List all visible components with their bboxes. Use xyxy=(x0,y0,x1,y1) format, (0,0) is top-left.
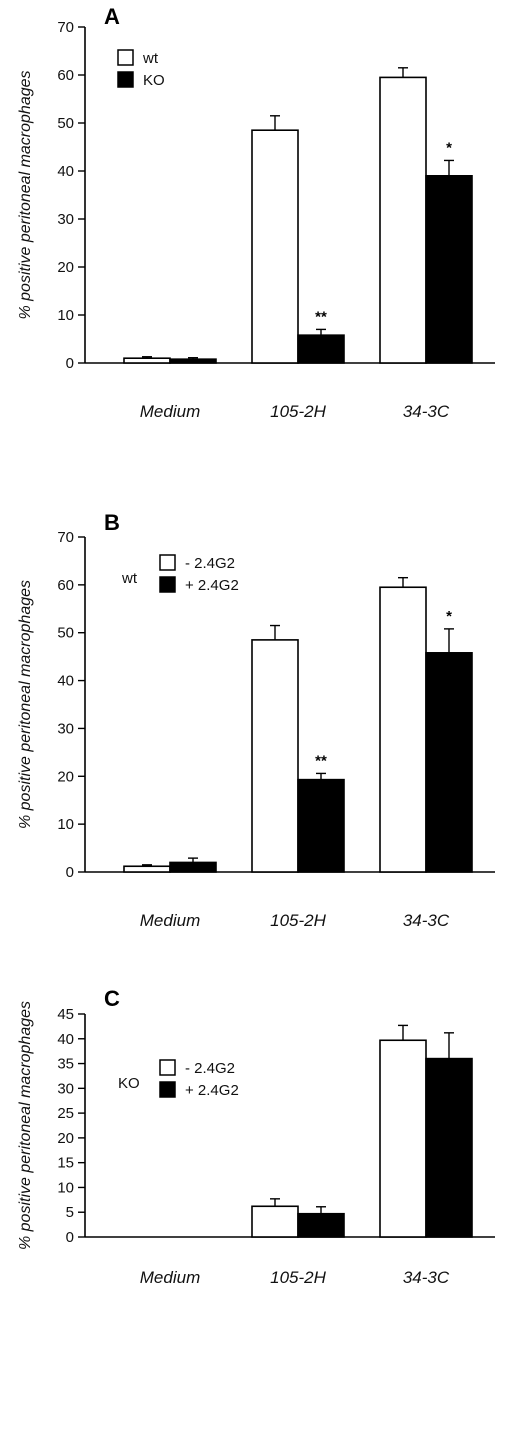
bar-medium-open xyxy=(123,357,171,364)
y-tick-label: 0 xyxy=(66,864,74,881)
x-category-label: 34-3C xyxy=(403,402,450,421)
y-tick-label: 10 xyxy=(57,1179,74,1196)
bar-34-3c-open xyxy=(379,586,427,873)
panel-label: A xyxy=(104,4,120,29)
legend-label: KO xyxy=(143,72,165,89)
x-category-label: 105-2H xyxy=(270,1268,326,1287)
y-tick-label: 20 xyxy=(57,259,74,276)
x-category-label: 34-3C xyxy=(403,911,450,930)
x-category-label: 105-2H xyxy=(270,402,326,421)
y-tick-label: 10 xyxy=(57,816,74,833)
significance-marker: * xyxy=(446,139,452,156)
bar-105-2h-filled xyxy=(297,334,345,364)
x-category-label: 105-2H xyxy=(270,911,326,930)
bar-medium-filled xyxy=(169,861,217,873)
panel-label: C xyxy=(104,986,120,1011)
y-tick-label: 30 xyxy=(57,720,74,737)
bar-medium-filled xyxy=(169,358,217,364)
bar-34-3c-open xyxy=(379,76,427,364)
y-tick-label: 40 xyxy=(57,163,74,180)
bar-105-2h-open xyxy=(251,129,299,364)
legend-label: - 2.4G2 xyxy=(185,555,235,572)
y-tick-label: 50 xyxy=(57,115,74,132)
y-tick-label: 60 xyxy=(57,577,74,594)
y-tick-label: 70 xyxy=(57,529,74,546)
bar-105-2h-filled xyxy=(297,1212,345,1238)
legend-swatch xyxy=(159,554,176,571)
chart-panel-c: C 0 5 10 15 20 25 30 35 40 45 % positive peritoneal… xyxy=(17,986,495,1287)
y-tick-label: 50 xyxy=(57,625,74,642)
legend-group-label: wt xyxy=(121,570,138,587)
bar-medium-open xyxy=(123,865,171,873)
panel-label: B xyxy=(104,510,120,535)
y-tick-label: 25 xyxy=(57,1105,74,1122)
y-tick-label: 0 xyxy=(66,355,74,372)
y-axis-label: % positive peritoneal macrophages xyxy=(17,580,34,829)
y-tick-label: 20 xyxy=(57,1130,74,1147)
legend-swatch xyxy=(159,576,176,593)
legend-swatch xyxy=(117,71,134,88)
y-tick-label: 0 xyxy=(66,1229,74,1246)
bar-34-3c-open xyxy=(379,1039,427,1238)
y-axis-label: % positive peritoneal macrophages xyxy=(17,70,34,319)
y-tick-label: 20 xyxy=(57,768,74,785)
bar-34-3c-filled xyxy=(425,652,473,873)
y-tick-label: 70 xyxy=(57,19,74,36)
bar-105-2h-filled xyxy=(297,778,345,873)
significance-marker: * xyxy=(446,608,452,625)
significance-marker: ** xyxy=(315,308,327,325)
legend-label: + 2.4G2 xyxy=(185,1082,239,1099)
legend-swatch xyxy=(117,49,134,66)
y-tick-label: 5 xyxy=(66,1204,74,1221)
bar-34-3c-filled xyxy=(425,1057,473,1238)
y-tick-label: 30 xyxy=(57,1080,74,1097)
x-category-label: Medium xyxy=(140,402,200,421)
y-tick-label: 15 xyxy=(57,1155,74,1172)
legend-group-label: KO xyxy=(118,1075,140,1092)
y-tick-label: 10 xyxy=(57,307,74,324)
x-category-label: 34-3C xyxy=(403,1268,450,1287)
significance-marker: ** xyxy=(315,752,327,769)
x-category-label: Medium xyxy=(140,911,200,930)
bar-105-2h-open xyxy=(251,639,299,873)
legend-swatch xyxy=(159,1081,176,1098)
y-tick-label: 45 xyxy=(57,1006,74,1023)
y-tick-label: 35 xyxy=(57,1056,74,1073)
y-tick-label: 30 xyxy=(57,211,74,228)
chart-panel-a: A 0 10 20 30 40 50 60 70 % positive peritoneal ma… xyxy=(17,4,495,421)
y-tick-label: 40 xyxy=(57,1031,74,1048)
bar-105-2h-open xyxy=(251,1205,299,1238)
y-tick-label: 60 xyxy=(57,67,74,84)
legend-label: + 2.4G2 xyxy=(185,577,239,594)
y-axis-label: % positive peritoneal macrophages xyxy=(17,1001,34,1250)
legend-label: - 2.4G2 xyxy=(185,1060,235,1077)
legend-label: wt xyxy=(142,50,159,67)
legend-swatch xyxy=(159,1059,176,1076)
chart-panel-b: B 0 10 20 30 40 50 60 70 % positive peritoneal ma… xyxy=(17,510,495,930)
bar-34-3c-filled xyxy=(425,175,473,364)
x-category-label: Medium xyxy=(140,1268,200,1287)
y-tick-label: 40 xyxy=(57,673,74,690)
